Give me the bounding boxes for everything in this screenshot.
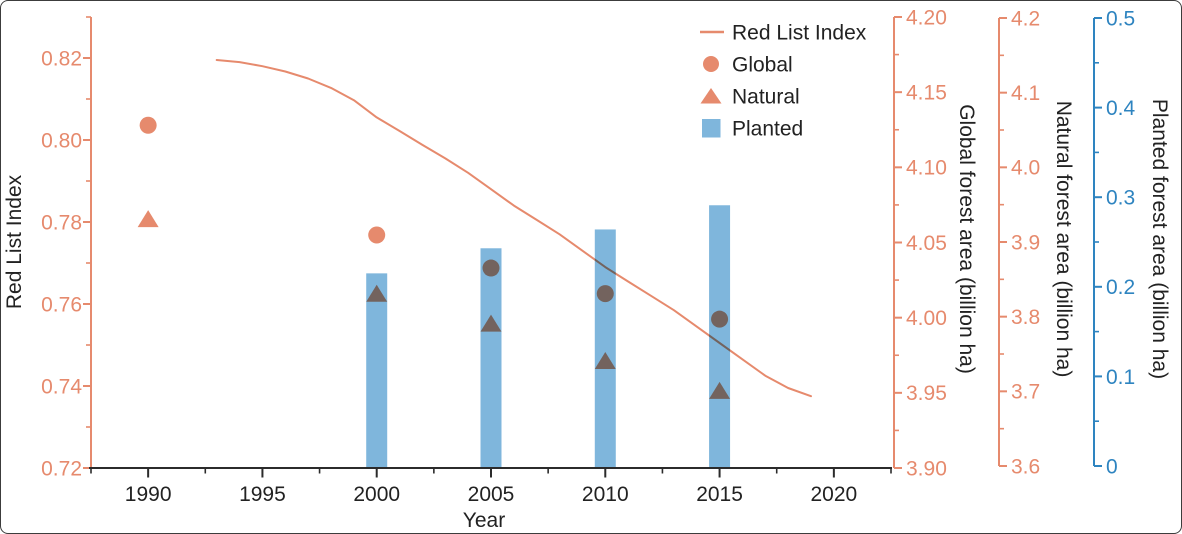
red_list_index-axis: 0.72 0.74 0.76 0.78 0.80 0.82 Red List Index <box>3 16 92 480</box>
planted-tick-label: 0.4 <box>1106 97 1136 120</box>
planted-axis-title: Planted forest area (billion ha) <box>1148 99 1171 379</box>
natural-axis-title: Natural forest area (billion ha) <box>1052 101 1075 378</box>
x-axis: 1990 1995 2000 2005 2010 2015 2020 Year <box>89 467 892 532</box>
global-marker-2015 <box>711 310 729 328</box>
x-tick-label: 1995 <box>239 483 286 506</box>
red_list_index-tick-label: 0.76 <box>41 293 82 316</box>
x-tick-label: 2005 <box>468 483 515 506</box>
global-marker-2000 <box>368 226 386 244</box>
natural-tick-label: 4.1 <box>1011 82 1040 105</box>
legend-planted-square-swatch <box>702 119 721 138</box>
red_list_index-tick-label: 0.80 <box>41 129 82 152</box>
global-tick-label: 4.10 <box>906 157 947 180</box>
global-tick-label: 4.00 <box>906 307 947 330</box>
natural-tick-label: 3.9 <box>1011 231 1040 254</box>
global-tick-label: 3.95 <box>906 382 947 405</box>
natural-axis: 3.6 3.7 3.8 3.9 4.0 4.1 4.2 Natural forest area… <box>998 7 1075 478</box>
x-tick-label: 1990 <box>125 483 172 506</box>
planted-tick-label: 0 <box>1106 455 1118 478</box>
legend-natural-label: Natural <box>732 85 800 108</box>
legend-planted-label: Planted <box>732 117 803 140</box>
planted-axis: 0 0.1 0.2 0.3 0.4 0.5 Planted forest area (bil… <box>1093 7 1171 478</box>
global-marker-1990 <box>139 116 157 134</box>
global-axis: 3.90 3.95 4.00 4.05 4.10 4.15 4.20 Global fores… <box>893 6 978 480</box>
red_list_index-tick-label: 0.74 <box>41 375 82 398</box>
planted-bar-2000 <box>366 273 388 467</box>
legend: Red List Index Global Natural Planted <box>700 21 867 140</box>
x-axis-title: Year <box>463 509 505 532</box>
global-tick-label: 4.20 <box>906 6 947 29</box>
bars-layer <box>366 205 731 467</box>
natural-marker-2000 <box>366 284 388 302</box>
natural-tick-label: 3.7 <box>1011 381 1040 404</box>
legend-global-label: Global <box>732 53 793 76</box>
planted-bar-2015 <box>709 205 731 467</box>
x-tick-label: 2010 <box>582 483 629 506</box>
planted-bar-2005 <box>480 248 502 467</box>
x-tick-label: 2000 <box>353 483 400 506</box>
planted-tick-label: 0.3 <box>1106 187 1135 210</box>
global-tick-label: 4.15 <box>906 82 947 105</box>
global-axis-title: Global forest area (billion ha) <box>955 104 978 374</box>
legend-global-circle-swatch <box>703 56 719 72</box>
natural-tick-label: 3.6 <box>1011 455 1040 478</box>
global-marker-2010 <box>596 285 614 303</box>
red_list_index-tick-label: 0.82 <box>41 47 82 70</box>
line-and-markers-layer <box>137 59 812 399</box>
natural-tick-label: 4.2 <box>1011 7 1040 30</box>
planted-bar-2010 <box>594 229 616 467</box>
legend-natural-triangle-swatch <box>700 88 722 104</box>
planted-tick-label: 0.2 <box>1106 276 1135 299</box>
natural-marker-2010 <box>594 351 616 369</box>
natural-marker-2005 <box>480 314 502 332</box>
red_list_index-axis-title: Red List Index <box>3 174 26 309</box>
natural-marker-2015 <box>709 381 731 399</box>
red_list_index-tick-label: 0.78 <box>41 211 82 234</box>
natural-tick-label: 3.8 <box>1011 306 1040 329</box>
natural-tick-label: 4.0 <box>1011 157 1040 180</box>
global-marker-2005 <box>482 259 500 277</box>
global-tick-label: 3.90 <box>906 457 947 480</box>
red_list_index-tick-label: 0.72 <box>41 457 82 480</box>
natural-marker-1990 <box>137 210 159 228</box>
x-tick-label: 2015 <box>696 483 743 506</box>
red-list-index-line <box>215 59 812 398</box>
legend-red-list-index-label: Red List Index <box>732 21 867 44</box>
planted-tick-label: 0.5 <box>1106 7 1135 30</box>
axes-layer: 0.72 0.74 0.76 0.78 0.80 0.82 Red List Index 3.… <box>3 6 1171 532</box>
planted-tick-label: 0.1 <box>1106 366 1135 389</box>
global-tick-label: 4.05 <box>906 232 947 255</box>
x-tick-label: 2020 <box>810 483 857 506</box>
